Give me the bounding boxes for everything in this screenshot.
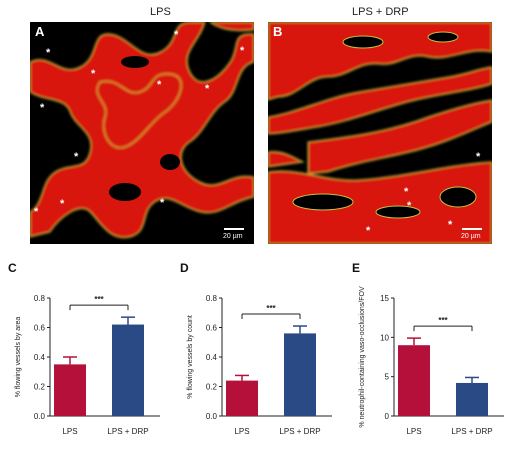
- bar-lps: [226, 380, 258, 416]
- y-tick-label: 0.2: [206, 383, 218, 392]
- chart-e: E 0 5 10 15 % neutrophil-containing vaso-occl…: [344, 256, 520, 446]
- bar-lps: [54, 364, 86, 416]
- asterisk-marker: *: [240, 45, 245, 57]
- asterisk-marker: *: [40, 102, 45, 114]
- y-tick-label: 0.0: [206, 412, 218, 421]
- y-tick-label: 0.4: [206, 353, 218, 362]
- bar-chart-vaso-occlusions: E 0 5 10 15 % neutrophil-containing vaso-occl…: [352, 261, 504, 436]
- bar-lps-drp: [456, 382, 488, 416]
- bar-lps-drp: [112, 324, 144, 416]
- scale-bar: [462, 228, 482, 230]
- bar-chart-flowing-count: D 0.0 0.2 0.4 0.6 0.8 % flowing vessels by cou…: [180, 261, 332, 436]
- asterisk-marker: *: [157, 79, 162, 91]
- y-tick-label: 0.8: [206, 294, 218, 303]
- panel-letter: C: [8, 261, 17, 275]
- asterisk-marker: *: [160, 197, 165, 209]
- asterisk-marker: *: [205, 83, 210, 95]
- asterisk-marker: *: [476, 151, 481, 163]
- micrograph-lps: [30, 22, 254, 244]
- x-tick-label: LPS + DRP: [451, 427, 492, 436]
- micrograph-lps-image: [30, 22, 254, 239]
- bar-lps: [398, 345, 430, 416]
- y-axis-label: % flowing vessels by count: [187, 315, 194, 399]
- y-tick-label: 0.0: [34, 412, 46, 421]
- asterisk-marker: *: [448, 219, 453, 231]
- panel-letter: E: [352, 261, 360, 275]
- chart-c: C 0.0 0.2 0.4 0.6 0.8 % flowing vessels by are…: [0, 256, 176, 446]
- y-tick-label: 0.4: [34, 353, 46, 362]
- significance-label: ***: [438, 316, 448, 325]
- panel-a-title: LPS: [150, 6, 171, 18]
- asterisk-marker: *: [366, 225, 371, 237]
- scale-bar-label: 20 µm: [461, 233, 481, 240]
- panel-b-letter: B: [273, 24, 283, 39]
- asterisk-marker: *: [46, 47, 51, 59]
- y-tick-label: 0.6: [206, 324, 218, 333]
- panel-letter: D: [180, 261, 189, 275]
- y-axis-label: % neutrophil-containing vaso-occlusions/…: [359, 286, 366, 428]
- y-tick-label: 5: [385, 373, 390, 382]
- y-tick-label: 0.2: [34, 383, 46, 392]
- scale-bar: [224, 228, 244, 230]
- significance-label: ***: [266, 304, 276, 313]
- asterisk-marker: *: [91, 68, 96, 80]
- asterisk-marker: *: [34, 206, 39, 218]
- y-tick-label: 0.8: [34, 294, 46, 303]
- y-tick-label: 0.6: [34, 324, 46, 333]
- y-tick-label: 0: [385, 412, 390, 421]
- panel-b-title: LPS + DRP: [352, 6, 409, 18]
- x-tick-label: LPS: [62, 427, 77, 436]
- y-axis-label: % flowing vessels by area: [15, 317, 22, 398]
- micrograph-lps-drp: [268, 22, 492, 244]
- asterisk-marker: *: [60, 198, 65, 210]
- significance-label: ***: [94, 295, 104, 304]
- scale-bar-label: 20 µm: [223, 233, 243, 240]
- x-tick-label: LPS + DRP: [279, 427, 320, 436]
- y-tick-label: 10: [380, 333, 389, 342]
- bar-lps-drp: [284, 333, 316, 416]
- x-tick-label: LPS + DRP: [107, 427, 148, 436]
- x-tick-label: LPS: [234, 427, 249, 436]
- bar-chart-flowing-area: C 0.0 0.2 0.4 0.6 0.8 % flowing vessels by are…: [8, 261, 160, 436]
- asterisk-marker: *: [407, 200, 412, 212]
- micrograph-lps-drp-image: [268, 22, 492, 244]
- x-tick-label: LPS: [406, 427, 421, 436]
- chart-d: D 0.0 0.2 0.4 0.6 0.8 % flowing vessels by cou…: [172, 256, 348, 446]
- asterisk-marker: *: [174, 29, 179, 41]
- asterisk-marker: *: [404, 186, 409, 198]
- asterisk-marker: *: [74, 151, 79, 163]
- y-tick-label: 15: [380, 294, 389, 303]
- panel-a-letter: A: [35, 24, 45, 39]
